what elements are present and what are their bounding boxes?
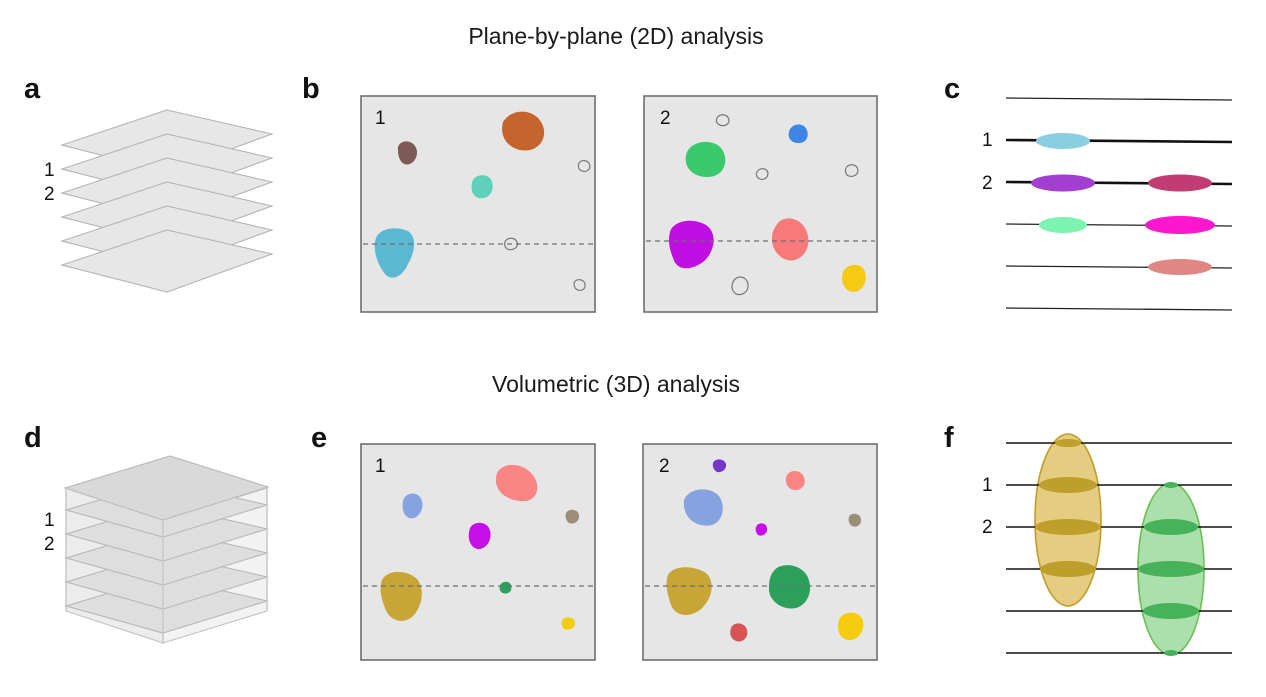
image-frame (360, 443, 596, 661)
plane-line (1005, 97, 1233, 101)
cell-yellow (561, 617, 576, 630)
panel-letter-b: b (302, 73, 320, 105)
panel-f: f 1 2 (944, 422, 1232, 656)
cell-brown (397, 141, 418, 165)
object-band (1055, 439, 1081, 447)
object-band (1144, 519, 1198, 535)
cell-purple (669, 220, 714, 269)
cell-taupe (848, 513, 862, 527)
title-2d-analysis: Plane-by-plane (2D) analysis (468, 23, 763, 49)
cell-green (768, 565, 811, 609)
cell-blue (402, 493, 423, 519)
cell-olive (380, 571, 422, 621)
plane-label-2: 2 (982, 517, 993, 538)
image-label-2: 2 (659, 456, 670, 477)
image-frame (642, 443, 878, 661)
object-slice (1148, 259, 1212, 275)
image-frame (360, 95, 596, 313)
cell-yellow (838, 612, 864, 641)
object-band (1138, 561, 1204, 577)
unsegmented-cell (755, 168, 769, 180)
cell-magenta (468, 522, 491, 550)
volume-cube (63, 455, 270, 644)
unsegmented-cell (844, 164, 859, 177)
unsegmented-cell (504, 237, 518, 251)
plane-stack (60, 109, 274, 293)
volume-image-2: 2 (642, 443, 878, 661)
cell-yellow (842, 264, 866, 292)
object-slice (1148, 174, 1212, 192)
panel-letter-f: f (944, 422, 954, 454)
plane-label-1: 1 (982, 475, 993, 496)
cell-salmon (785, 471, 805, 491)
unsegmented-cell (577, 160, 591, 172)
object-band (1040, 561, 1096, 577)
object-slice (1145, 216, 1215, 234)
unsegmented-cell (573, 279, 586, 291)
volume-image-1: 1 (360, 443, 596, 661)
plane-image-1: 1 (360, 95, 596, 313)
panel-d: d 1 2 (24, 422, 270, 644)
plane-label-1: 1 (982, 130, 993, 151)
plane-label-2: 2 (44, 534, 55, 555)
plane-image-2: 2 (643, 95, 878, 313)
panel-letter-e: e (311, 422, 327, 454)
panel-letter-d: d (24, 422, 42, 454)
cell-salmon (771, 218, 809, 261)
panel-e: e 1 2 (311, 422, 878, 661)
title-3d-analysis: Volumetric (3D) analysis (492, 371, 740, 397)
panel-c: c 1 2 (944, 73, 1233, 311)
cell-salmon (495, 464, 538, 502)
cell-green (499, 581, 512, 594)
object-band (1039, 477, 1097, 493)
cell-teal (471, 175, 493, 199)
image-label-2: 2 (660, 108, 671, 129)
object-band (1143, 603, 1199, 619)
object-band (1164, 650, 1178, 656)
panel-a: a 1 2 (24, 73, 274, 293)
image-label-1: 1 (375, 108, 386, 129)
plane-label-1: 1 (44, 510, 55, 531)
object-slice (1039, 217, 1087, 233)
panel-letter-a: a (24, 73, 41, 105)
cell-magenta (755, 523, 768, 536)
panel-letter-c: c (944, 73, 960, 105)
plane-label-2: 2 (982, 173, 993, 194)
cell-blue (788, 124, 808, 144)
object-slice (1031, 174, 1095, 192)
object-slice (1036, 133, 1090, 149)
cell-violet (712, 459, 727, 473)
unsegmented-cell (731, 276, 749, 296)
cell-orange (502, 111, 545, 151)
object-band (1164, 482, 1178, 488)
cell-blue (683, 489, 723, 526)
image-label-1: 1 (375, 456, 386, 477)
plane-sheet (60, 229, 274, 293)
plane-line (1005, 307, 1233, 311)
cell-green (685, 141, 726, 178)
cell-taupe (565, 509, 580, 524)
plane-label-1: 1 (44, 160, 55, 181)
object-band (1035, 519, 1101, 535)
cell-red (730, 623, 748, 642)
unsegmented-cell (715, 114, 730, 127)
image-frame (643, 95, 878, 313)
plane-label-2: 2 (44, 184, 55, 205)
cell-cyan (374, 228, 415, 278)
cell-olive (666, 567, 712, 615)
panel-b: b 1 2 (302, 73, 878, 313)
